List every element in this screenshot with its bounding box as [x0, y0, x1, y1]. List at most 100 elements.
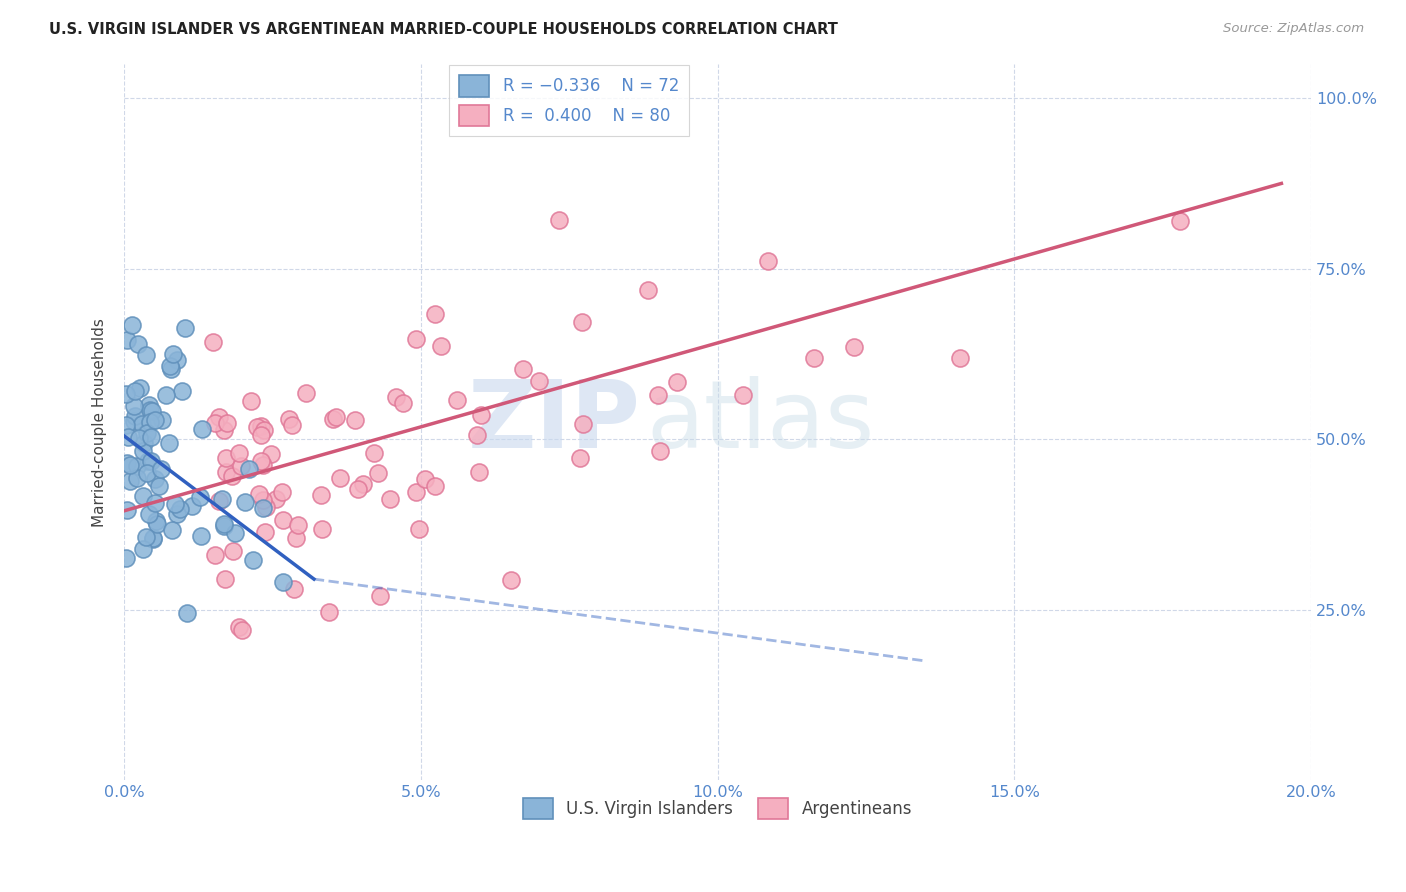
- Point: [139, 403, 162, 417]
- Point: [128, 432, 150, 446]
- Point: [322, 412, 344, 426]
- Point: [281, 418, 304, 433]
- Point: [138, 398, 160, 412]
- Point: [141, 404, 163, 418]
- Point: [264, 491, 287, 506]
- Point: [228, 620, 250, 634]
- Legend: U.S. Virgin Islanders, Argentineans: U.S. Virgin Islanders, Argentineans: [516, 791, 918, 826]
- Point: [131, 417, 153, 431]
- Point: [159, 359, 181, 373]
- Point: [160, 362, 183, 376]
- Point: [132, 444, 155, 458]
- Point: [325, 410, 347, 425]
- Text: Source: ZipAtlas.com: Source: ZipAtlas.com: [1223, 22, 1364, 36]
- Point: [423, 478, 446, 492]
- Point: [465, 428, 488, 442]
- Point: [128, 381, 150, 395]
- Point: [136, 425, 159, 440]
- Point: [139, 429, 162, 443]
- Point: [132, 489, 155, 503]
- Point: [283, 582, 305, 596]
- Point: [252, 500, 274, 515]
- Point: [180, 499, 202, 513]
- Point: [117, 430, 139, 444]
- Text: ZIP: ZIP: [468, 376, 640, 468]
- Point: [221, 468, 243, 483]
- Point: [252, 423, 274, 437]
- Point: [122, 414, 145, 428]
- Point: [347, 483, 370, 497]
- Point: [329, 470, 352, 484]
- Point: [363, 445, 385, 459]
- Point: [527, 374, 550, 388]
- Point: [208, 493, 231, 508]
- Point: [378, 491, 401, 506]
- Point: [311, 523, 333, 537]
- Point: [271, 574, 294, 589]
- Point: [228, 445, 250, 459]
- Point: [124, 384, 146, 398]
- Point: [212, 518, 235, 533]
- Point: [115, 503, 138, 517]
- Point: [117, 457, 139, 471]
- Point: [150, 462, 173, 476]
- Point: [287, 517, 309, 532]
- Point: [254, 500, 277, 514]
- Point: [803, 351, 825, 365]
- Text: atlas: atlas: [647, 376, 875, 468]
- Point: [250, 454, 273, 468]
- Point: [572, 417, 595, 432]
- Point: [188, 490, 211, 504]
- Point: [648, 444, 671, 458]
- Point: [165, 497, 187, 511]
- Point: [665, 376, 688, 390]
- Point: [512, 361, 534, 376]
- Point: [842, 340, 865, 354]
- Point: [160, 523, 183, 537]
- Point: [214, 465, 236, 479]
- Point: [252, 458, 274, 472]
- Point: [446, 392, 468, 407]
- Point: [132, 541, 155, 556]
- Point: [568, 451, 591, 466]
- Point: [146, 516, 169, 531]
- Point: [155, 388, 177, 402]
- Point: [118, 458, 141, 472]
- Point: [115, 387, 138, 401]
- Point: [138, 415, 160, 429]
- Point: [124, 409, 146, 423]
- Point: [1170, 214, 1192, 228]
- Point: [190, 528, 212, 542]
- Point: [252, 492, 274, 507]
- Point: [468, 466, 491, 480]
- Point: [343, 412, 366, 426]
- Point: [127, 337, 149, 351]
- Point: [501, 574, 523, 588]
- Point: [138, 507, 160, 521]
- Point: [250, 428, 273, 442]
- Point: [136, 453, 159, 467]
- Point: [392, 396, 415, 410]
- Point: [212, 517, 235, 532]
- Point: [114, 551, 136, 566]
- Point: [204, 416, 226, 430]
- Point: [352, 476, 374, 491]
- Point: [125, 459, 148, 474]
- Point: [135, 466, 157, 480]
- Point: [247, 487, 270, 501]
- Point: [413, 472, 436, 486]
- Point: [408, 523, 430, 537]
- Point: [637, 283, 659, 297]
- Point: [239, 393, 262, 408]
- Point: [215, 450, 238, 465]
- Point: [405, 332, 427, 346]
- Point: [191, 422, 214, 436]
- Point: [246, 420, 269, 434]
- Point: [208, 410, 231, 425]
- Point: [214, 572, 236, 586]
- Point: [132, 436, 155, 450]
- Point: [143, 473, 166, 487]
- Point: [115, 333, 138, 347]
- Point: [233, 495, 256, 509]
- Point: [260, 447, 283, 461]
